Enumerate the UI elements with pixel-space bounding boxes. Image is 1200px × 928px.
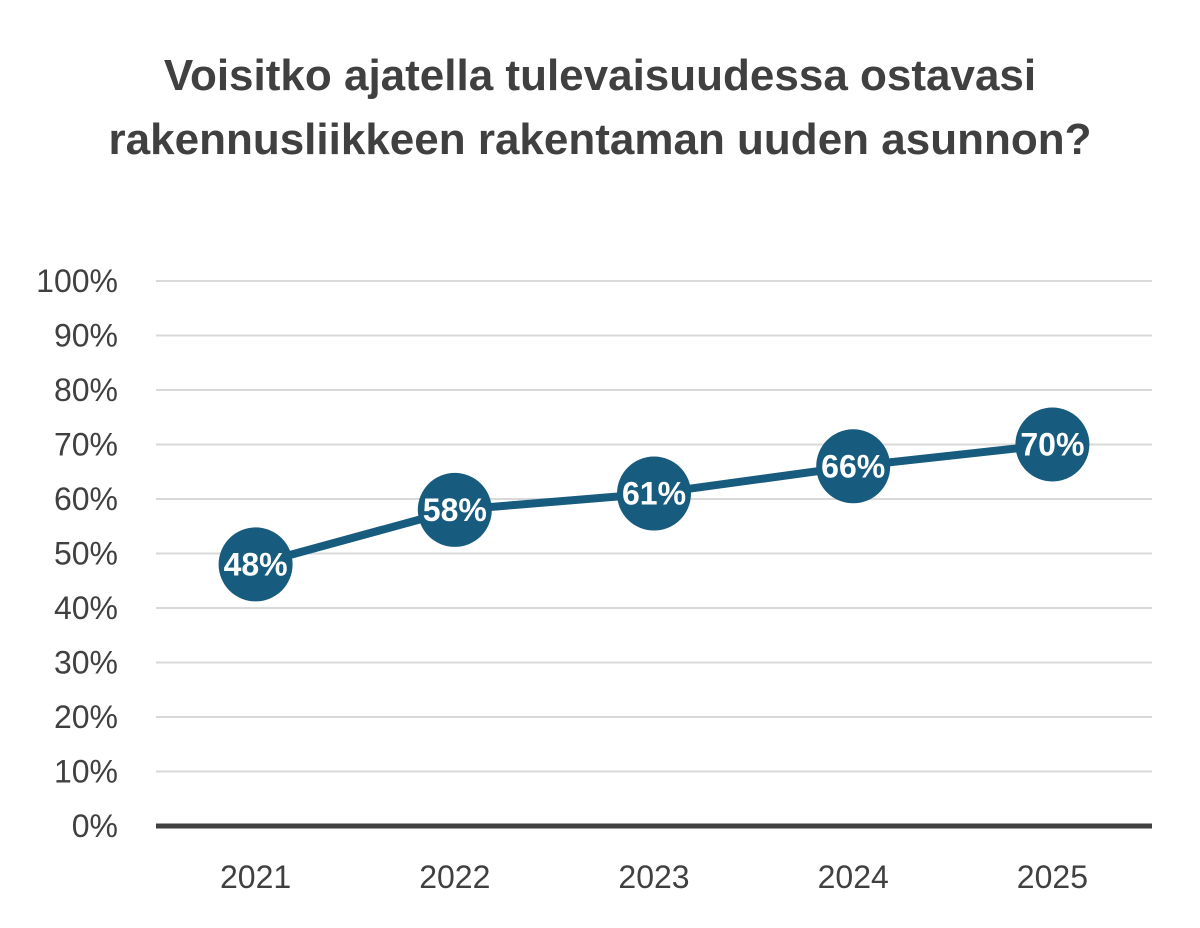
data-label: 66% (821, 448, 885, 484)
data-point-marker (617, 456, 691, 531)
y-tick-label: 100% (36, 263, 118, 299)
y-tick-label: 90% (54, 318, 118, 354)
y-tick-label: 80% (54, 372, 118, 408)
x-axis-ticks: 2021 2022 2023 2024 2025 (220, 859, 1088, 895)
y-tick-label: 60% (54, 481, 118, 517)
chart-title: Voisitko ajatella tulevaisuudessa ostava… (108, 51, 1092, 164)
y-tick-label: 30% (54, 645, 118, 681)
y-tick-label: 50% (54, 536, 118, 572)
x-tick-label: 2024 (818, 859, 889, 895)
data-point-marker (816, 429, 891, 504)
x-tick-label: 2021 (220, 859, 291, 895)
data-label: 61% (622, 476, 686, 512)
y-tick-label: 40% (54, 590, 118, 626)
y-tick-label: 70% (54, 427, 118, 463)
x-tick-label: 2023 (618, 859, 689, 895)
data-label: 48% (224, 546, 288, 582)
data-label: 58% (423, 492, 487, 528)
data-label: 70% (1020, 427, 1084, 463)
y-axis-ticks: 0% 10% 20% 30% 40% 50% 60% 70% 80% 90% 100% (36, 263, 118, 844)
gridlines (156, 280, 1152, 773)
data-point-marker (218, 527, 293, 602)
y-tick-label: 10% (54, 754, 118, 790)
data-point-marker (1015, 407, 1090, 482)
data-markers: 48% 58% 61% 66% 70% (218, 407, 1090, 602)
y-tick-label: 0% (72, 808, 118, 844)
x-tick-label: 2022 (419, 859, 490, 895)
x-tick-label: 2025 (1017, 859, 1088, 895)
y-tick-label: 20% (54, 699, 118, 735)
data-point-marker (417, 472, 492, 547)
